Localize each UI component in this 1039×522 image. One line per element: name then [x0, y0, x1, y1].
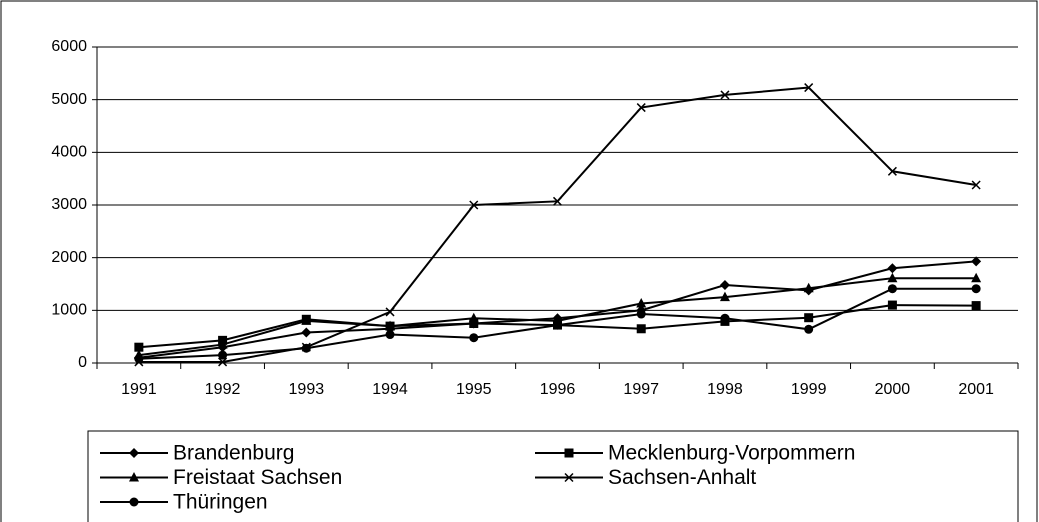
x-tick-label: 1995 [456, 381, 492, 398]
marker [385, 320, 396, 331]
x-tick-label: 1999 [791, 381, 827, 398]
marker [129, 448, 139, 458]
marker [887, 272, 898, 283]
marker [971, 301, 981, 311]
y-tick-label: 4000 [51, 144, 87, 161]
marker [636, 103, 646, 113]
marker [552, 196, 563, 206]
marker [129, 472, 139, 482]
marker [564, 448, 574, 458]
marker [217, 339, 228, 349]
marker [887, 284, 897, 294]
y-tick-label: 5000 [51, 91, 87, 108]
marker [719, 291, 730, 302]
marker [887, 300, 897, 310]
y-tick-label: 0 [78, 354, 87, 371]
marker [887, 166, 897, 176]
marker [720, 90, 730, 100]
marker [636, 324, 646, 334]
x-tick-label: 1992 [205, 381, 241, 398]
legend-label: Mecklenburg-Vorpommern [608, 442, 855, 465]
x-tick-label: 2001 [958, 381, 994, 398]
marker [129, 497, 139, 507]
marker [564, 472, 574, 483]
marker [218, 350, 228, 360]
x-tick-label: 1994 [372, 381, 408, 398]
marker [719, 280, 730, 291]
marker [134, 342, 144, 352]
marker [887, 263, 898, 274]
x-tick-label: 1996 [540, 381, 576, 398]
marker [971, 284, 981, 294]
y-tick-label: 6000 [51, 38, 87, 55]
marker [134, 354, 144, 364]
marker [468, 312, 479, 323]
marker [636, 309, 646, 319]
marker [385, 330, 395, 340]
x-tick-label: 2000 [875, 381, 911, 398]
y-tick-label: 1000 [51, 302, 87, 319]
marker [804, 83, 814, 93]
y-tick-label: 2000 [51, 249, 87, 266]
marker [301, 343, 311, 353]
marker [971, 180, 981, 190]
marker [636, 297, 647, 308]
x-tick-label: 1993 [289, 381, 325, 398]
marker [385, 307, 395, 317]
x-tick-label: 1991 [121, 381, 157, 398]
marker [301, 315, 312, 325]
marker [553, 320, 562, 330]
marker [469, 333, 479, 343]
legend-label: Sachsen-Anhalt [608, 466, 756, 489]
legend-label: Brandenburg [173, 442, 294, 465]
marker [804, 313, 814, 323]
legend-label: Freistaat Sachsen [173, 466, 342, 489]
marker [804, 324, 814, 334]
marker [301, 327, 312, 338]
marker [218, 357, 228, 367]
marker [803, 282, 814, 293]
marker [971, 256, 982, 267]
marker [720, 313, 730, 323]
legend-label: Thüringen [173, 491, 268, 514]
legend-box [87, 430, 1019, 522]
x-tick-label: 1997 [623, 381, 659, 398]
marker [469, 200, 479, 210]
marker [469, 319, 479, 328]
marker [971, 272, 982, 283]
x-tick-label: 1998 [707, 381, 743, 398]
y-tick-label: 3000 [51, 196, 87, 213]
